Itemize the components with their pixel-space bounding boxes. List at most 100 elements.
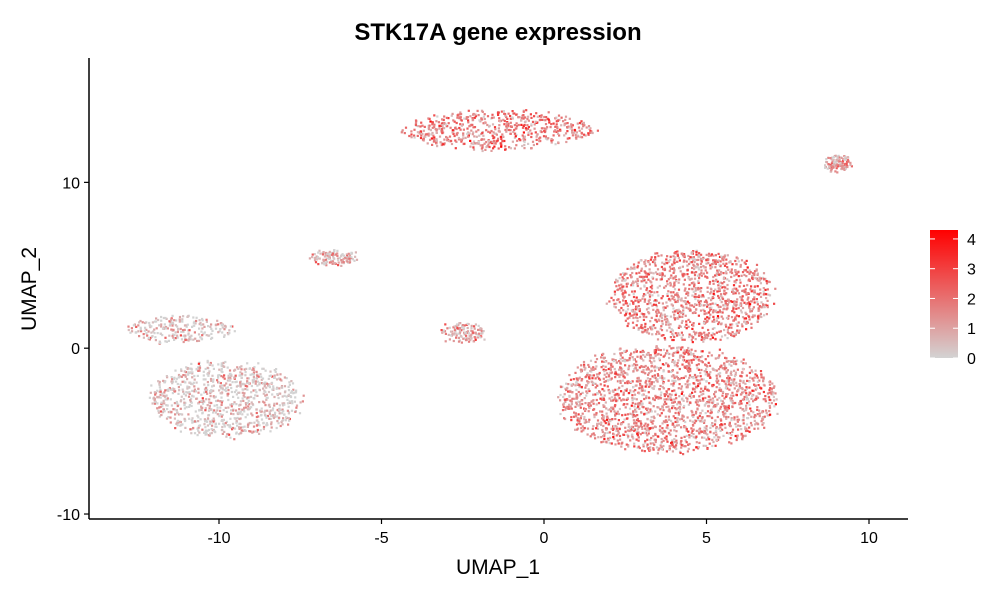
cell-point — [435, 138, 438, 141]
cell-point — [649, 385, 652, 388]
cell-point — [680, 436, 683, 439]
cell-point — [691, 414, 694, 417]
cell-point — [607, 423, 610, 426]
cell-point — [247, 377, 250, 380]
cell-point — [154, 393, 157, 396]
cell-point — [587, 403, 590, 407]
cell-point — [676, 300, 679, 303]
cell-point — [647, 423, 650, 426]
cell-point — [663, 394, 666, 398]
cell-point — [638, 407, 641, 410]
cell-point — [493, 139, 496, 143]
cell-point — [713, 404, 716, 408]
cell-point — [491, 116, 494, 119]
cell-point — [524, 120, 527, 123]
cell-point — [715, 434, 718, 437]
cell-point — [686, 416, 689, 419]
cell-point — [652, 259, 655, 262]
cell-point — [336, 252, 339, 255]
cell-point — [639, 422, 643, 425]
cell-point — [730, 394, 733, 397]
cell-point — [281, 419, 284, 422]
cell-point — [592, 393, 595, 396]
cell-point — [737, 271, 740, 274]
cell-point — [220, 362, 223, 365]
cell-point — [632, 292, 635, 296]
cell-point — [618, 348, 621, 351]
cell-point — [688, 258, 691, 261]
cell-point — [575, 131, 578, 134]
cell-point — [704, 336, 707, 339]
cell-point — [623, 295, 626, 298]
cell-point — [263, 411, 266, 414]
cell-point — [709, 376, 712, 379]
cell-point — [655, 314, 658, 318]
cell-point — [167, 339, 170, 342]
cell-point — [201, 402, 205, 405]
cell-point — [623, 279, 626, 282]
cell-point — [184, 324, 187, 327]
cell-point — [715, 374, 718, 377]
cell-point — [613, 290, 616, 293]
cell-point — [677, 317, 680, 320]
cell-point — [198, 364, 201, 368]
cell-point — [605, 407, 608, 410]
cell-point — [671, 310, 675, 314]
cell-point — [731, 263, 734, 266]
cell-point — [595, 398, 598, 402]
cell-point — [575, 137, 578, 140]
cell-point — [682, 419, 685, 422]
cell-point — [666, 363, 670, 366]
cell-point — [616, 399, 619, 402]
cell-point — [727, 314, 730, 318]
cell-point — [747, 417, 750, 420]
cell-point — [680, 336, 683, 339]
cell-point — [184, 394, 187, 397]
cell-point — [220, 428, 223, 432]
cell-point — [768, 280, 771, 284]
cell-point — [624, 381, 627, 385]
cell-point — [734, 333, 737, 336]
cell-point — [649, 408, 652, 411]
cell-point — [719, 285, 722, 288]
cell-point — [622, 295, 625, 298]
cell-point — [477, 142, 480, 145]
cell-point — [699, 331, 702, 334]
cell-point — [564, 115, 568, 118]
cell-point — [178, 320, 181, 323]
cell-point — [663, 377, 666, 380]
cell-point — [234, 374, 237, 377]
cell-point — [188, 392, 191, 395]
cell-point — [452, 119, 455, 122]
cell-point — [269, 370, 272, 373]
cell-point — [602, 416, 605, 419]
cell-point — [717, 294, 720, 298]
cell-point — [209, 395, 212, 398]
cell-point — [656, 452, 659, 455]
cell-point — [706, 305, 709, 308]
cell-point — [197, 339, 201, 342]
cell-point — [627, 423, 630, 426]
cell-point — [654, 410, 657, 413]
cell-point — [626, 317, 629, 320]
cell-point — [430, 133, 433, 136]
cell-point — [581, 122, 584, 126]
cell-point — [224, 406, 227, 409]
cell-point — [649, 446, 652, 449]
cell-point — [567, 390, 570, 393]
cell-point — [165, 375, 168, 378]
cell-point — [719, 418, 722, 421]
cell-point — [610, 442, 613, 445]
cell-point — [733, 356, 736, 360]
cell-point — [618, 386, 621, 389]
cell-point — [703, 387, 707, 390]
cell-point — [504, 148, 507, 151]
cell-point — [490, 129, 493, 133]
cell-point — [602, 377, 605, 380]
cell-point — [442, 118, 445, 121]
cell-point — [680, 417, 683, 420]
cell-point — [718, 273, 721, 276]
cell-point — [161, 327, 165, 330]
cell-point — [727, 326, 730, 329]
cell-point — [678, 395, 681, 398]
